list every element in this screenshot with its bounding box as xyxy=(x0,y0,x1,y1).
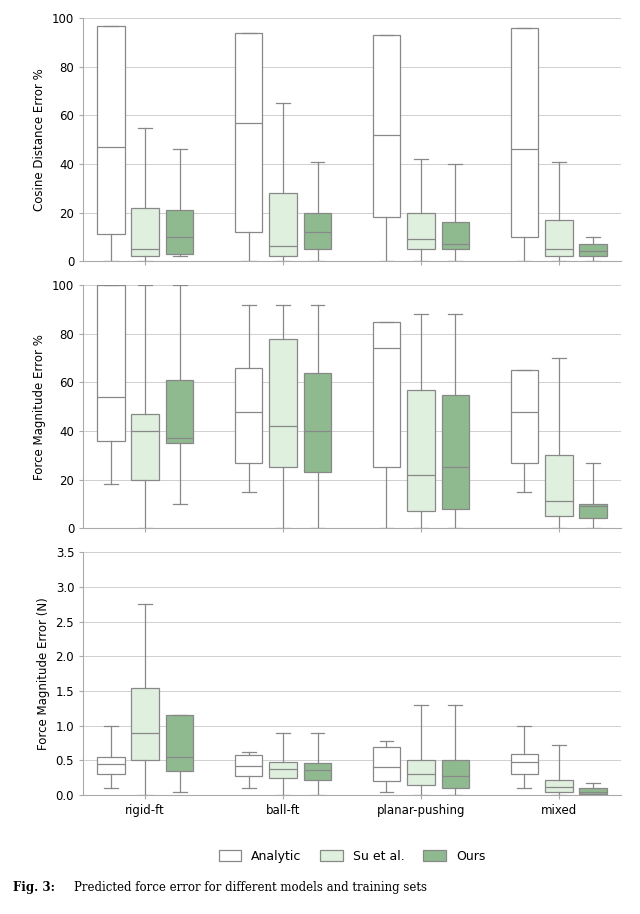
PathPatch shape xyxy=(545,780,573,792)
PathPatch shape xyxy=(442,760,469,788)
Y-axis label: Force Magnitude Error (N): Force Magnitude Error (N) xyxy=(37,598,50,750)
PathPatch shape xyxy=(131,414,159,480)
PathPatch shape xyxy=(131,687,159,760)
PathPatch shape xyxy=(511,753,538,774)
PathPatch shape xyxy=(579,244,607,256)
PathPatch shape xyxy=(579,504,607,518)
PathPatch shape xyxy=(579,788,607,793)
Y-axis label: Force Magnitude Error %: Force Magnitude Error % xyxy=(33,334,46,480)
Y-axis label: Cosine Distance Error %: Cosine Distance Error % xyxy=(33,69,46,211)
PathPatch shape xyxy=(97,285,125,441)
PathPatch shape xyxy=(511,28,538,237)
PathPatch shape xyxy=(372,36,400,218)
PathPatch shape xyxy=(166,380,193,443)
PathPatch shape xyxy=(269,193,297,256)
Text: Predicted force error for different models and training sets: Predicted force error for different mode… xyxy=(74,881,427,894)
PathPatch shape xyxy=(304,373,332,473)
PathPatch shape xyxy=(511,370,538,462)
PathPatch shape xyxy=(545,219,573,256)
PathPatch shape xyxy=(545,455,573,516)
PathPatch shape xyxy=(97,757,125,774)
PathPatch shape xyxy=(442,395,469,509)
PathPatch shape xyxy=(269,339,297,467)
Legend: Analytic, Su et al., Ours: Analytic, Su et al., Ours xyxy=(214,845,490,868)
PathPatch shape xyxy=(304,213,332,249)
PathPatch shape xyxy=(304,762,332,780)
PathPatch shape xyxy=(442,222,469,249)
PathPatch shape xyxy=(235,367,262,462)
PathPatch shape xyxy=(131,207,159,256)
PathPatch shape xyxy=(407,389,435,511)
PathPatch shape xyxy=(407,213,435,249)
PathPatch shape xyxy=(235,755,262,776)
PathPatch shape xyxy=(166,210,193,254)
Text: Fig. 3:: Fig. 3: xyxy=(13,881,55,894)
PathPatch shape xyxy=(97,26,125,234)
PathPatch shape xyxy=(372,322,400,467)
PathPatch shape xyxy=(372,747,400,781)
PathPatch shape xyxy=(166,716,193,771)
PathPatch shape xyxy=(269,762,297,778)
PathPatch shape xyxy=(407,760,435,785)
PathPatch shape xyxy=(235,33,262,232)
